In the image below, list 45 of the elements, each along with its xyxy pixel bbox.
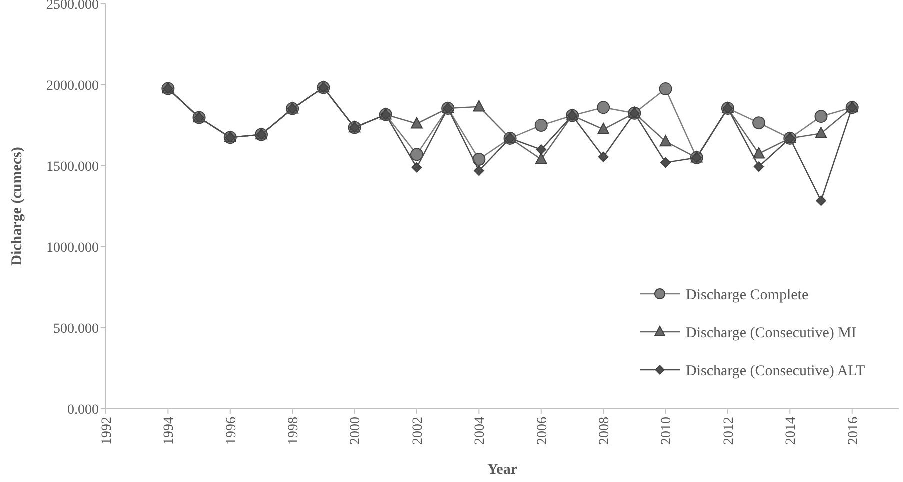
point [753,147,766,159]
y-axis-title: Dicharge (cumecs) [9,147,26,266]
point [410,117,423,129]
x-tick-label: 2000 [348,417,364,445]
y-tick-label: 1000.000 [46,240,99,256]
x-tick-label: 2010 [660,417,675,445]
x-tick-label: 2012 [722,417,737,445]
point [660,135,672,147]
legend-label: Discharge (Consecutive) ALT [686,363,866,380]
x-tick-label: 1996 [224,417,240,445]
y-tick-label: 2000.000 [46,78,99,94]
legend-label: Discharge (Consecutive) MI [686,325,857,342]
x-tick-label: 2006 [535,417,550,445]
point [598,123,610,134]
x-tick-label: 2014 [784,417,800,445]
point [410,148,424,162]
point [660,158,671,168]
point [752,116,766,130]
y-tick-label: 1500.000 [46,160,99,175]
x-tick-label: 2004 [473,417,488,445]
y-tick-label: 0.000 [68,402,99,418]
point [659,82,672,96]
point [597,101,610,114]
point [472,153,486,166]
legend-label: Discharge Complete [686,287,809,304]
y-tick-label: 500.000 [54,322,99,337]
x-tick-label: 1998 [286,417,302,445]
point [815,127,828,138]
point [412,162,422,173]
x-axis-title: Year [488,462,518,478]
x-tick-label: 2002 [410,417,426,445]
point [534,119,548,132]
point [814,110,828,124]
point [474,166,484,176]
point [754,162,764,172]
x-tick-label: 2016 [846,417,862,445]
point [535,152,548,164]
x-tick-label: 2008 [597,417,612,445]
point [473,100,486,112]
x-tick-label: 1992 [100,417,115,445]
x-tick-label: 1994 [162,417,178,445]
point [536,144,547,155]
y-tick-label: 2500.000 [46,0,99,13]
point [816,196,826,206]
point [598,152,609,162]
